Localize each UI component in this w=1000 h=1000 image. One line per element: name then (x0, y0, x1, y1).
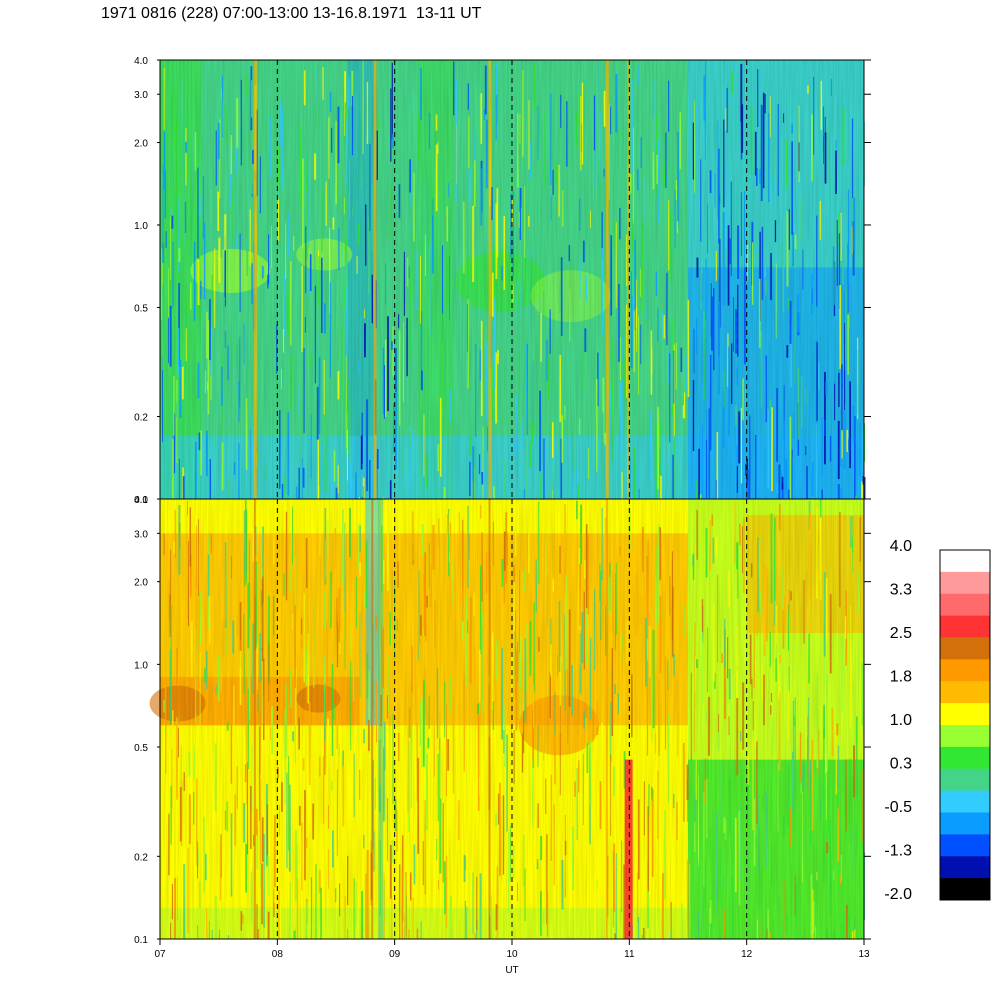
y-tick-label: 3.0 (134, 529, 148, 540)
colorbar-swatch (940, 681, 990, 704)
colorbar-swatch (940, 571, 990, 595)
x-tick-label: 12 (741, 949, 753, 960)
colorbar-label: 4.0 (890, 538, 912, 555)
colorbar-label: -0.5 (884, 799, 912, 816)
y-tick-label: 0.2 (134, 852, 148, 863)
y-tick-label: 2.0 (134, 578, 148, 589)
colorbar-swatch (940, 550, 990, 573)
x-axis-label: UT (505, 965, 518, 976)
y-tick-label: 0.1 (134, 495, 148, 506)
y-tick-label: 3.0 (134, 90, 148, 101)
y-tick-label: 1.0 (134, 660, 148, 671)
y-tick-label: 4.0 (134, 495, 148, 506)
colorbar-swatch (940, 812, 990, 835)
colorbar-swatch (940, 615, 990, 638)
colorbar-label: 1.8 (890, 669, 912, 686)
colorbar-swatch (940, 790, 990, 813)
colorbar-swatch (940, 593, 990, 617)
spectrogram-panel-top (160, 60, 866, 499)
x-tick-label: 11 (624, 949, 635, 960)
colorbar-label: 1.0 (890, 712, 912, 729)
colorbar-swatch (940, 878, 990, 901)
colorbar-swatch (940, 659, 990, 682)
colorbar-swatch (940, 725, 990, 748)
colorbar-label: 2.5 (890, 625, 912, 642)
x-tick-label: 10 (506, 949, 518, 960)
x-tick-label: 08 (272, 949, 284, 960)
x-tick-label: 13 (858, 949, 870, 960)
colorbar-swatch (940, 703, 990, 726)
y-tick-label: 0.2 (134, 413, 148, 424)
x-tick-label: 09 (389, 949, 401, 960)
y-tick-label: 1.0 (134, 221, 148, 232)
colorbar-swatch (940, 768, 990, 792)
colorbar-swatch (940, 856, 990, 879)
chart-title: 1971 0816 (228) 07:00-13:00 13-16.8.1971… (101, 5, 482, 22)
colorbar-label: -1.3 (884, 843, 912, 860)
top-streak (863, 477, 866, 499)
colorbar-swatch (940, 834, 990, 857)
y-tick-label: 0.1 (134, 935, 148, 946)
y-tick-label: 2.0 (134, 138, 148, 149)
axes: 0.10.20.51.02.03.04.00.10.20.51.02.03.04… (134, 56, 871, 976)
y-tick-label: 0.5 (134, 303, 148, 314)
colorbar-label: -2.0 (884, 886, 912, 903)
colorbar-frame (939, 549, 991, 901)
spectrogram-panel-bottom (149, 499, 866, 939)
colorbar-swatch (940, 637, 990, 660)
colorbar-swatch (940, 746, 990, 770)
y-tick-label: 0.5 (134, 743, 148, 754)
colorbar-label: 0.3 (890, 756, 912, 773)
colorbar-label: 3.3 (890, 582, 912, 599)
x-tick-label: 07 (154, 949, 166, 960)
y-tick-label: 4.0 (134, 56, 148, 67)
colorbar: 4.0 3.3 2.5 1.8 1.0 0.3 -0.5 -1.3 -2.0 (884, 538, 991, 903)
